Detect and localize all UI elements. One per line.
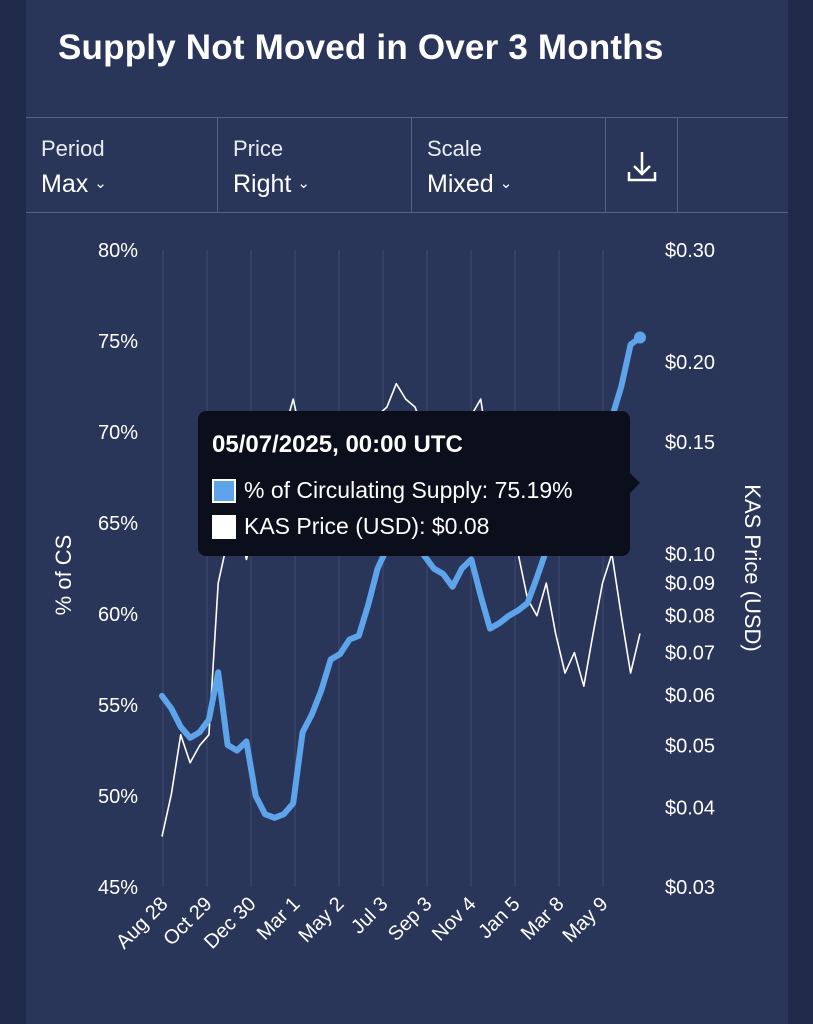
chart-tooltip: 05/07/2025, 00:00 UTC % of Circulating S…: [198, 411, 640, 556]
price-legend-swatch: [212, 515, 236, 539]
price-selected: Right: [233, 170, 292, 198]
period-selected: Max: [41, 170, 89, 198]
x-tick-label: Nov 4: [428, 893, 481, 946]
period-label: Period: [41, 136, 105, 161]
scale-selected: Mixed: [427, 170, 494, 198]
tooltip-date: 05/07/2025, 00:00 UTC: [212, 431, 463, 458]
period-value: Max ⌄: [41, 170, 107, 199]
x-tick-label: Mar 1: [253, 893, 305, 945]
left-axis-label: % of CS: [51, 535, 76, 616]
left-tick-label: 60%: [98, 604, 138, 626]
chevron-down-icon: ⌄: [499, 175, 513, 192]
supply-line-path: [159, 334, 643, 821]
x-tick-label: Mar 8: [517, 893, 569, 945]
x-tick-label: Jan 5: [474, 893, 524, 943]
x-tick-label: Aug 28: [112, 893, 172, 953]
right-axis-ticks: $0.30 $0.20 $0.15 $0.10 $0.09 $0.08 $0.07 $0.06…: [665, 240, 715, 899]
right-tick-label: $0.04: [665, 797, 715, 819]
tooltip-price-row: KAS Price (USD): $0.08: [212, 513, 489, 540]
x-tick-label: May 9: [558, 893, 612, 947]
scale-value: Mixed ⌄: [427, 170, 512, 199]
x-tick-label: May 2: [294, 893, 348, 947]
right-tick-label: $0.30: [665, 240, 715, 262]
tooltip-supply-row: % of Circulating Supply: 75.19%: [212, 477, 573, 504]
left-tick-label: 65%: [98, 513, 138, 535]
right-axis-label: KAS Price (USD): [740, 484, 765, 651]
price-dropdown[interactable]: Price Right ⌄: [218, 118, 412, 212]
left-axis-ticks: 80% 75% 70% 65% 60% 55% 50% 45%: [98, 240, 138, 899]
right-tick-label: $0.07: [665, 643, 715, 665]
download-icon: [627, 152, 657, 182]
right-tick-label: $0.09: [665, 573, 715, 595]
scale-label: Scale: [427, 136, 483, 161]
right-tick-label: $0.08: [665, 606, 715, 628]
right-tick-label: $0.15: [665, 432, 715, 454]
left-tick-label: 75%: [98, 331, 138, 353]
chart-toolbar: Period Max ⌄ Price Right ⌄ Scale Mixed ⌄: [26, 117, 788, 213]
chevron-down-icon: ⌄: [297, 175, 310, 192]
left-tick-label: 70%: [98, 422, 138, 444]
left-tick-label: 55%: [98, 695, 138, 717]
price-label: Price: [233, 136, 284, 161]
chevron-down-icon: ⌄: [94, 175, 107, 192]
download-button[interactable]: [606, 118, 678, 212]
left-tick-label: 45%: [98, 877, 138, 899]
supply-legend-swatch: [212, 479, 236, 503]
left-tick-label: 50%: [98, 786, 138, 808]
left-tick-label: 80%: [98, 240, 138, 262]
supply-series: [159, 331, 646, 821]
right-tick-label: $0.05: [665, 736, 715, 758]
right-tick-label: $0.10: [665, 544, 715, 566]
scale-dropdown[interactable]: Scale Mixed ⌄: [412, 118, 606, 212]
right-tick-label: $0.03: [665, 877, 715, 899]
period-dropdown[interactable]: Period Max ⌄: [26, 118, 218, 212]
tooltip-price-text: KAS Price (USD): $0.08: [244, 513, 490, 539]
tooltip-supply-text: % of Circulating Supply: 75.19%: [244, 477, 573, 503]
right-tick-label: $0.20: [665, 352, 715, 374]
x-tick-label: Sep 3: [384, 893, 437, 946]
chart-title: Supply Not Moved in Over 3 Months: [58, 28, 664, 67]
right-tick-label: $0.06: [665, 685, 715, 707]
price-value: Right ⌄: [233, 170, 310, 199]
supply-hover-marker: [634, 331, 646, 344]
